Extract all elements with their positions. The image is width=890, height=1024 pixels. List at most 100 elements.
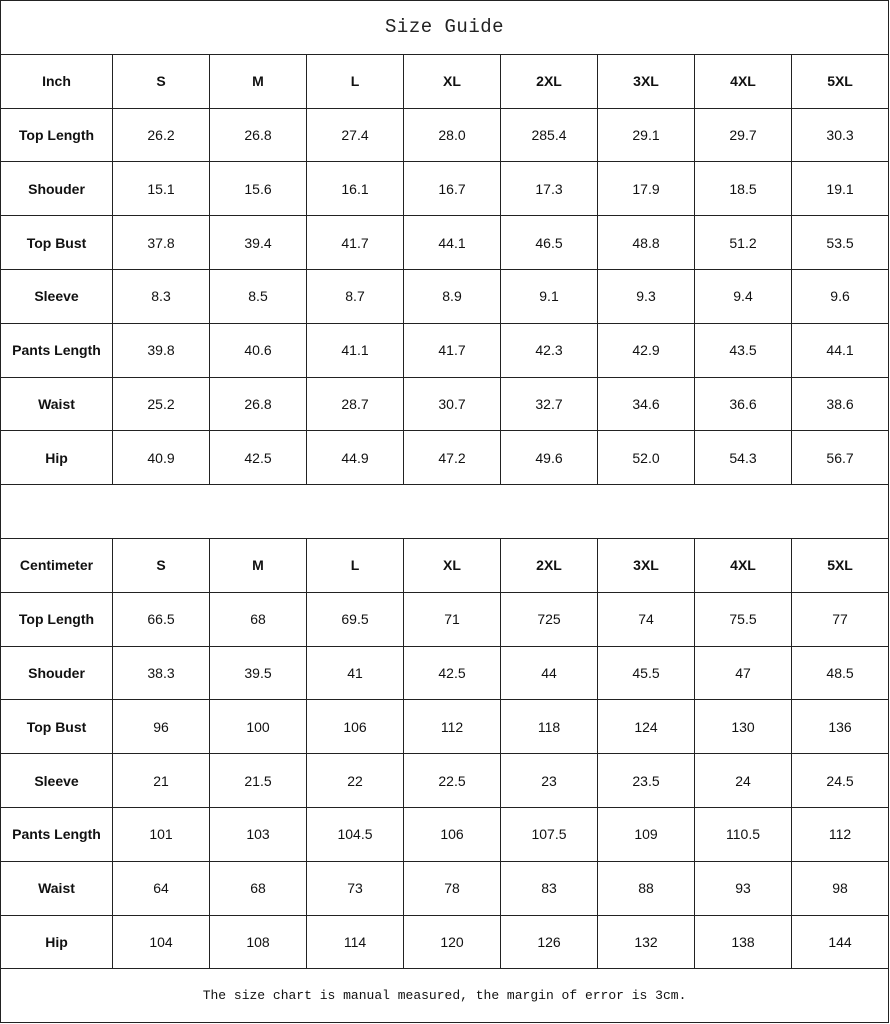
measurement-cell: 138 <box>694 914 792 970</box>
measurement-cell: 53.5 <box>790 215 890 270</box>
measurement-cell: 21.5 <box>209 753 307 808</box>
size-header: S <box>112 537 210 593</box>
row-label: Shouder <box>0 645 113 701</box>
row-label: Top Length <box>0 591 113 647</box>
measurement-cell: 45.5 <box>597 645 695 701</box>
row-label: Top Bust <box>0 699 113 755</box>
measurement-cell: 28.0 <box>403 107 501 163</box>
measurement-cell: 124 <box>597 699 695 755</box>
measurement-cell: 52.0 <box>597 430 695 486</box>
header-row: Inch S M L XL 2XL 3XL 4XL 5XL <box>0 53 890 109</box>
measurement-cell: 130 <box>694 699 792 755</box>
row-label: Top Bust <box>0 215 113 270</box>
measurement-cell: 77 <box>790 591 890 647</box>
row-label: Waist <box>0 860 113 916</box>
measurement-cell: 29.1 <box>597 107 695 163</box>
size-header: M <box>209 53 307 109</box>
measurement-cell: 8.9 <box>403 268 501 324</box>
measurement-cell: 16.7 <box>403 161 501 217</box>
table-row: Pants Length 101 103 104.5 106 107.5 109 110.5 1… <box>0 806 890 862</box>
measurement-cell: 66.5 <box>112 591 210 647</box>
measurement-cell: 100 <box>209 699 307 755</box>
measurement-cell: 44 <box>500 645 598 701</box>
measurement-cell: 17.3 <box>500 161 598 217</box>
measurement-cell: 107.5 <box>500 806 598 862</box>
row-label: Hip <box>0 914 113 970</box>
measurement-cell: 16.1 <box>306 161 404 217</box>
table-row: Hip 40.9 42.5 44.9 47.2 49.6 52.0 54.3 56.7 <box>0 430 890 486</box>
table-row: Sleeve 21 21.5 22 22.5 23 23.5 24 24.5 <box>0 753 890 808</box>
table-row: Hip 104 108 114 120 126 132 138 144 <box>0 914 890 970</box>
measurement-cell: 42.5 <box>209 430 307 486</box>
measurement-cell: 38.6 <box>790 376 890 432</box>
measurement-cell: 96 <box>112 699 210 755</box>
measurement-cell: 24 <box>694 753 792 808</box>
measurement-cell: 21 <box>112 753 210 808</box>
measurement-cell: 18.5 <box>694 161 792 217</box>
measurement-cell: 114 <box>306 914 404 970</box>
measurement-cell: 71 <box>403 591 501 647</box>
row-label: Sleeve <box>0 268 113 324</box>
unit-header: Centimeter <box>0 537 113 593</box>
measurement-cell: 22.5 <box>403 753 501 808</box>
unit-header: Inch <box>0 53 113 109</box>
measurement-cell: 98 <box>790 860 890 916</box>
measurement-cell: 32.7 <box>500 376 598 432</box>
note-row: The size chart is manual measured, the m… <box>0 968 890 1024</box>
row-label: Pants Length <box>0 322 113 378</box>
measurement-cell: 48.8 <box>597 215 695 270</box>
measurement-cell: 103 <box>209 806 307 862</box>
row-label: Pants Length <box>0 806 113 862</box>
measurement-cell: 120 <box>403 914 501 970</box>
measurement-cell: 69.5 <box>306 591 404 647</box>
size-header: L <box>306 53 404 109</box>
size-header: L <box>306 537 404 593</box>
table-row: Waist 64 68 73 78 83 88 93 98 <box>0 860 890 916</box>
size-header: XL <box>403 537 501 593</box>
size-header: M <box>209 537 307 593</box>
page-title: Size Guide <box>0 0 890 55</box>
measurement-cell: 15.6 <box>209 161 307 217</box>
row-label: Waist <box>0 376 113 432</box>
measurement-cell: 112 <box>403 699 501 755</box>
size-header: 5XL <box>790 53 890 109</box>
size-header: 2XL <box>500 53 598 109</box>
size-header: 5XL <box>790 537 890 593</box>
measurement-cell: 25.2 <box>112 376 210 432</box>
measurement-cell: 118 <box>500 699 598 755</box>
table-row: Top Length 66.5 68 69.5 71 725 74 75.5 77 <box>0 591 890 647</box>
measurement-cell: 39.8 <box>112 322 210 378</box>
measurement-cell: 44.1 <box>790 322 890 378</box>
measurement-cell: 22 <box>306 753 404 808</box>
header-row: Centimeter S M L XL 2XL 3XL 4XL 5XL <box>0 537 890 593</box>
measurement-cell: 46.5 <box>500 215 598 270</box>
measurement-cell: 75.5 <box>694 591 792 647</box>
measurement-cell: 106 <box>403 806 501 862</box>
measurement-cell: 28.7 <box>306 376 404 432</box>
measurement-cell: 285.4 <box>500 107 598 163</box>
row-label: Sleeve <box>0 753 113 808</box>
measurement-cell: 38.3 <box>112 645 210 701</box>
row-label: Shouder <box>0 161 113 217</box>
measurement-cell: 68 <box>209 591 307 647</box>
measurement-cell: 8.5 <box>209 268 307 324</box>
measurement-cell: 78 <box>403 860 501 916</box>
measurement-cell: 68 <box>209 860 307 916</box>
measurement-cell: 26.8 <box>209 376 307 432</box>
measurement-cell: 8.3 <box>112 268 210 324</box>
measurement-cell: 74 <box>597 591 695 647</box>
size-header: 2XL <box>500 537 598 593</box>
spacer-cell <box>0 484 890 539</box>
measurement-cell: 9.3 <box>597 268 695 324</box>
measurement-cell: 104 <box>112 914 210 970</box>
measurement-cell: 106 <box>306 699 404 755</box>
measurement-cell: 110.5 <box>694 806 792 862</box>
table-row: Top Length 26.2 26.8 27.4 28.0 285.4 29.1 29.7 3… <box>0 107 890 163</box>
size-header: 4XL <box>694 537 792 593</box>
table-row: Sleeve 8.3 8.5 8.7 8.9 9.1 9.3 9.4 9.6 <box>0 268 890 324</box>
measurement-cell: 8.7 <box>306 268 404 324</box>
measurement-cell: 34.6 <box>597 376 695 432</box>
measurement-cell: 41.1 <box>306 322 404 378</box>
measurement-cell: 23.5 <box>597 753 695 808</box>
